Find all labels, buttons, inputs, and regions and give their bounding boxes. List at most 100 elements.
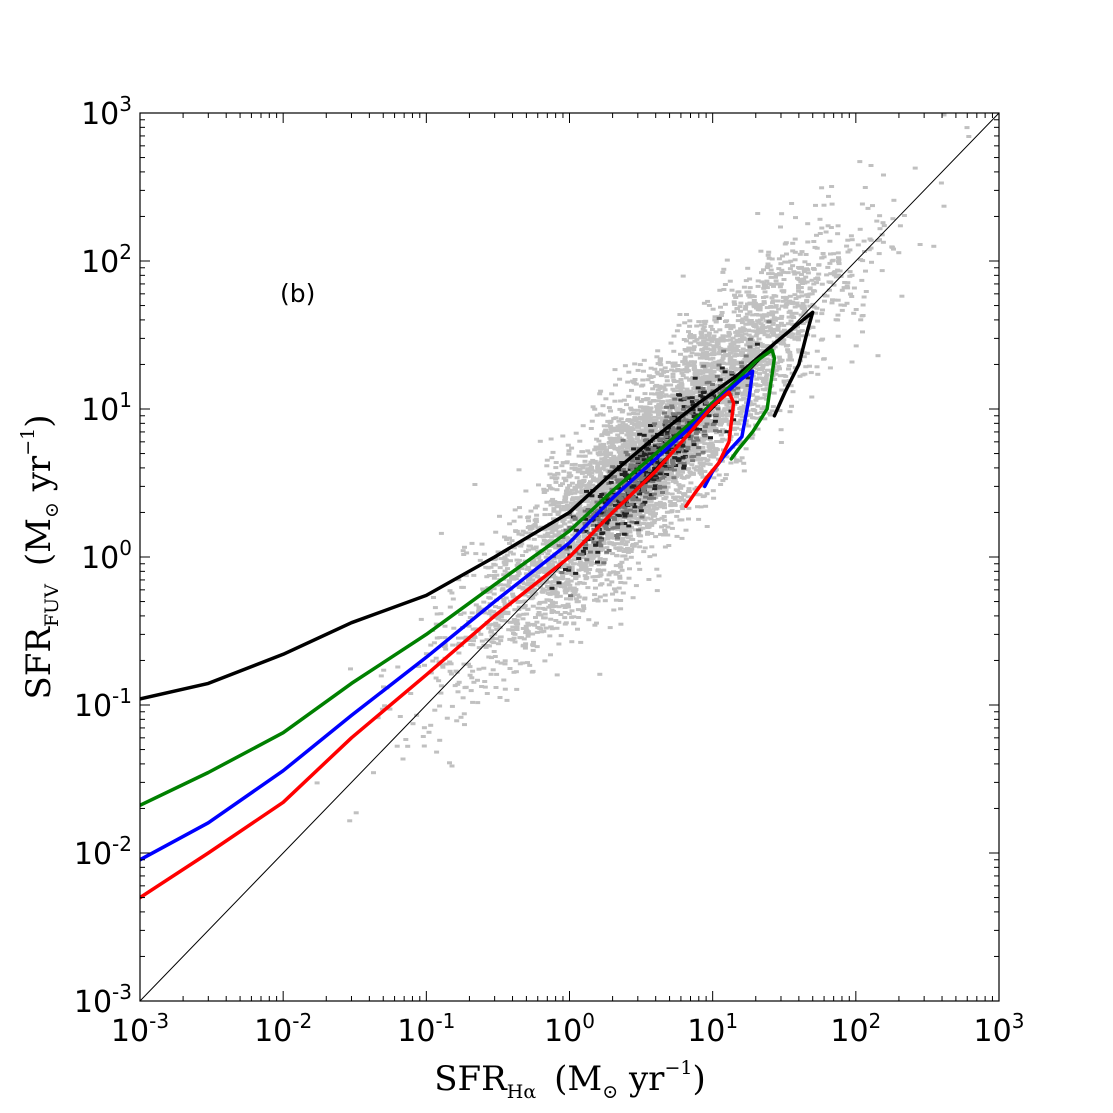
scatter-cell [617,377,623,381]
scatter-cell [699,334,705,338]
scatter-cell [717,388,723,392]
scatter-cell [582,534,587,538]
scatter-cell [506,628,512,632]
scatter-cell [530,560,535,564]
scatter-cell [428,671,434,675]
scatter-cell [764,344,770,348]
scatter-cell [579,563,584,567]
scatter-cell [531,537,537,541]
scatter-cell [679,518,685,522]
scatter-cell [768,305,774,308]
scatter-cell [548,653,553,657]
scatter-cell [616,429,622,432]
scatter-cell [680,360,686,364]
scatter-cell [588,480,593,484]
scatter-cell [615,571,621,574]
scatter-cell [534,630,540,634]
scatter-cell [727,360,733,364]
scatter-cell [659,503,665,507]
scatter-cell [702,437,708,441]
scatter-cell [655,349,661,353]
scatter-cell [733,395,739,399]
scatter-cell [700,461,706,465]
scatter-cell [710,356,716,360]
scatter-cell [778,262,784,266]
scatter-cell [642,518,648,522]
scatter-cell [857,160,863,164]
scatter-cell [641,507,647,511]
scatter-cell [664,491,670,495]
scatter-cell [809,395,815,399]
scatter-cell [764,383,770,387]
scatter-cell [606,485,612,489]
scatter-cell [807,292,813,296]
scatter-cell [499,612,505,616]
scatter-cell [639,428,645,432]
scatter-cell [507,541,512,545]
scatter-cell [768,359,774,363]
scatter-cell [711,346,717,350]
scatter-cell [819,312,825,316]
scatter-cell [590,556,596,560]
scatter-cell [710,307,716,311]
scatter-cell [592,459,598,463]
scatter-cell [764,286,770,290]
scatter-cell [800,302,806,305]
scatter-cell [571,574,577,577]
scatter-cell [744,343,750,347]
scatter-cell [874,219,880,223]
scatter-cell [786,367,791,371]
scatter-cell [598,443,604,447]
scatter-cell [575,483,581,487]
scatter-cell [618,607,624,611]
scatter-cell [697,343,703,347]
scatter-cell [626,434,632,438]
scatter-cell [783,305,789,309]
scatter-cell [534,575,540,579]
scatter-cell [671,334,677,338]
scatter-cell [799,273,804,276]
scatter-cell [697,493,703,497]
scatter-cell [546,549,552,553]
scatter-cell [565,486,571,490]
scatter-cell [640,424,645,428]
scatter-cell [663,495,669,499]
scatter-cell [582,574,588,578]
scatter-cell [724,455,730,459]
scatter-cell [588,427,594,430]
scatter-cell [638,498,644,502]
scatter-cell [563,571,569,575]
scatter-cell [519,533,525,537]
scatter-cell [781,278,787,281]
scatter-cell [698,336,704,340]
scatter-cell [770,299,776,303]
scatter-cell [475,701,481,705]
scatter-cell [627,567,632,571]
scatter-cell [687,470,693,474]
scatter-cell [795,271,801,275]
scatter-cell [558,559,564,563]
scatter-cell [802,260,808,264]
scatter-cell [733,348,739,352]
scatter-cell [570,589,576,593]
scatter-cell [675,472,681,476]
scatter-cell [540,590,546,594]
scatter-cell [605,480,611,484]
scatter-cell [617,546,622,550]
scatter-cell [656,404,661,408]
scatter-cell [539,630,545,634]
scatter-cell [552,525,558,528]
scatter-cell [602,593,608,597]
scatter-cell [702,442,708,446]
scatter-cell [480,587,486,591]
scatter-cell [739,330,745,334]
scatter-cell [576,514,582,517]
scatter-cell [796,284,801,287]
scatter-cell [778,282,784,286]
scatter-cell [737,305,743,309]
scatter-cell [769,257,775,261]
scatter-cell [742,391,748,395]
scatter-cell [747,400,753,404]
scatter-cell [460,585,466,589]
scatter-cell [586,472,592,476]
